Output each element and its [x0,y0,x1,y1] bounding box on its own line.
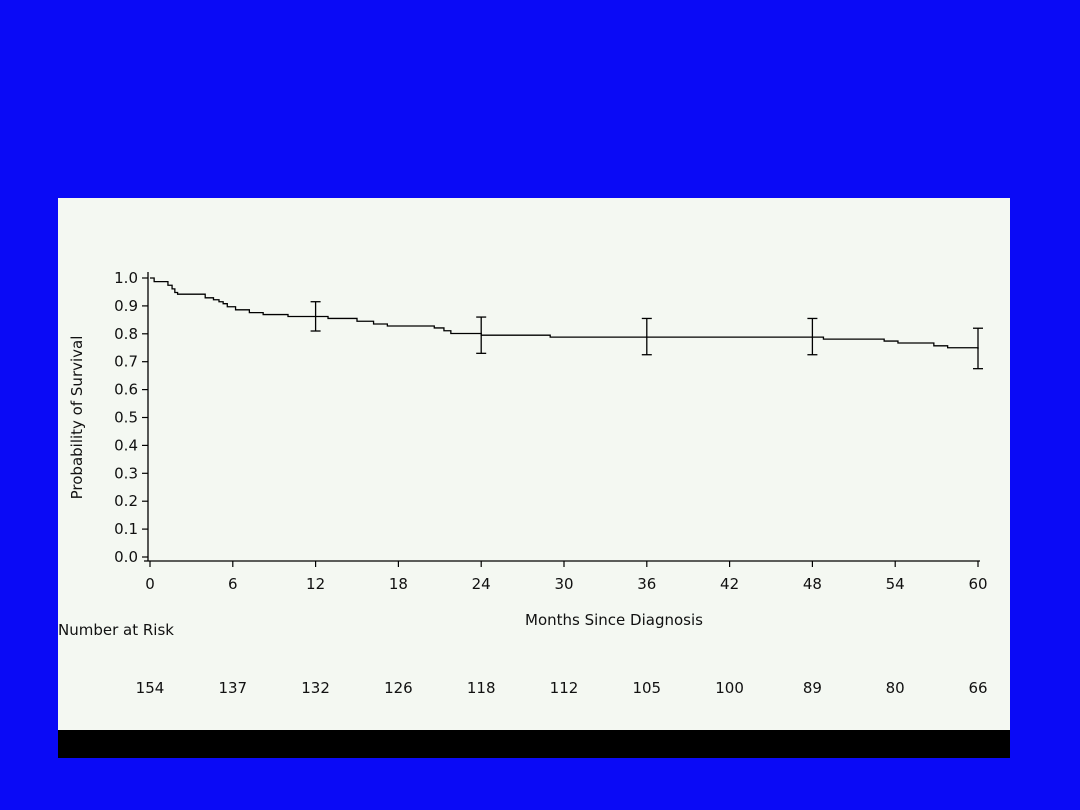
y-tick-label: 0.1 [114,520,138,538]
y-tick-label: 0.2 [114,492,138,510]
error-bar [310,301,321,332]
risk-count: 137 [218,679,247,697]
error-bar [973,327,983,370]
y-tick-label: 0.8 [114,325,138,343]
x-axis-label: Months Since Diagnosis [525,611,703,629]
error-bar [807,317,818,356]
axes [144,272,980,562]
error-bars [310,301,983,370]
risk-table-counts: 154 137 132 126 118 112 105 100 89 80 66 [136,679,988,697]
y-tick-label: 0.9 [114,297,138,315]
risk-count: 118 [467,679,496,697]
x-tick-label: 48 [803,575,822,593]
x-tick-label: 42 [720,575,739,593]
y-tick-label: 1.0 [114,269,138,287]
risk-count: 154 [136,679,165,697]
y-tick-label: 0.6 [114,381,138,399]
x-tick-label: 30 [554,575,573,593]
y-axis-ticks: 0.0 0.1 0.2 0.3 0.4 0.5 0.6 0.7 0.8 0.9 1.0 [114,269,148,566]
y-tick-label: 0.7 [114,353,138,371]
x-tick-label: 24 [472,575,491,593]
x-tick-label: 60 [968,575,987,593]
x-tick-label: 12 [306,575,325,593]
risk-count: 100 [715,679,744,697]
footer-bar [58,730,1010,758]
x-tick-label: 54 [886,575,905,593]
risk-count: 66 [968,679,987,697]
series-layer [150,277,979,350]
x-tick-label: 18 [389,575,408,593]
risk-table-label: Number at Risk [58,621,174,639]
y-axis-label: Probability of Survival [68,336,86,500]
error-bar [641,317,652,356]
risk-count: 105 [632,679,661,697]
risk-count: 132 [301,679,330,697]
risk-count: 112 [550,679,579,697]
risk-count: 80 [886,679,905,697]
y-tick-label: 0.4 [114,436,138,454]
survival-curve [150,277,979,350]
y-tick-label: 0.3 [114,464,138,482]
x-tick-label: 0 [145,575,155,593]
x-axis-ticks: 0 6 12 18 24 30 36 42 48 54 60 [145,561,988,593]
error-bar [476,316,487,354]
chart-panel: 0.0 0.1 0.2 0.3 0.4 0.5 0.6 0.7 0.8 0.9 1.0 0 6 12 18… [58,198,1010,758]
survival-chart: 0.0 0.1 0.2 0.3 0.4 0.5 0.6 0.7 0.8 0.9 1.0 0 6 12 18… [58,269,988,697]
y-tick-label: 0.0 [114,548,138,566]
x-tick-label: 6 [228,575,238,593]
risk-count: 126 [384,679,413,697]
y-tick-label: 0.5 [114,409,138,427]
risk-count: 89 [803,679,822,697]
x-tick-label: 36 [637,575,656,593]
